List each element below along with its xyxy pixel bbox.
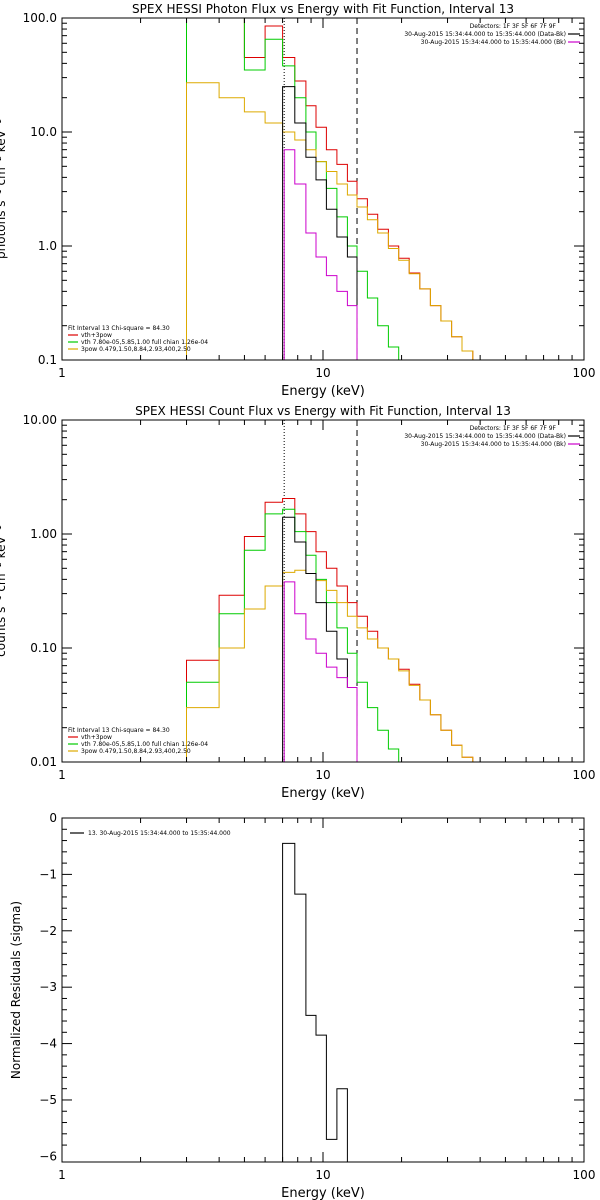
legend-item-text: vth+3pow [81, 734, 112, 741]
y-tick-label: 100.0 [23, 11, 57, 25]
chart-panel-2: SPEX HESSI Count Flux vs Energy with Fit… [0, 404, 595, 801]
x-tick-label: 1 [58, 1168, 66, 1182]
y-tick-label: −5 [39, 1093, 57, 1107]
y-tick-label: −3 [39, 980, 57, 994]
plot-frame [61, 17, 585, 361]
x-tick-label: 10 [315, 768, 330, 782]
series-line-5 [283, 149, 358, 360]
y-tick-label: −1 [39, 867, 57, 881]
chart-panel-3: 1 10 100 0 −1 −2 −3 −4 −5 −6 Energy (keV) Normalize… [9, 811, 595, 1200]
series-group [282, 842, 357, 1162]
x-tick-label: 100 [573, 366, 596, 380]
series-line-3 [186, 569, 484, 762]
y-tick-label: 10.00 [23, 413, 57, 427]
legend-item-text: 30-Aug-2015 15:34:44.000 to 15:35:44.000… [421, 39, 566, 46]
legend-fit-header: Fit Interval 13 Chi-square = 84.30 [68, 727, 170, 734]
series-line-1 [282, 842, 357, 1162]
legend-item-text: 13. 30-Aug-2015 15:34:44.000 to 15:35:44… [88, 830, 231, 837]
x-tick-label: 10 [315, 1168, 330, 1182]
series-group [186, 498, 484, 762]
x-tick-label: 10 [315, 366, 330, 380]
series-line-4 [282, 86, 358, 360]
series-group [186, 18, 474, 360]
x-axis-label: Energy (keV) [281, 1186, 365, 1200]
series-line-3 [186, 82, 474, 360]
x-axis-label: Energy (keV) [281, 384, 365, 399]
y-axis-label: counts s⁻¹ cm⁻² keV⁻¹ [0, 525, 8, 657]
y-axis-label: photons s⁻¹ cm⁻² keV⁻¹ [0, 119, 8, 259]
y-tick-label: 0.1 [38, 353, 57, 367]
y-tick-label: −6 [39, 1149, 57, 1163]
y-tick-label: 1.0 [38, 239, 57, 253]
y-tick-label: −2 [39, 924, 57, 938]
legend-detectors: Detectors: 1F 3F 5F 6F 7F 9F [470, 425, 557, 432]
legend-item-text: 30-Aug-2015 15:34:44.000 to 15:35:44.000… [421, 441, 566, 448]
chart-title: SPEX HESSI Count Flux vs Energy with Fit… [135, 404, 511, 418]
series-line-2 [186, 18, 410, 360]
y-tick-label: 1.00 [30, 527, 57, 541]
y-tick-label: −4 [39, 1037, 57, 1051]
series-line-4 [282, 516, 358, 762]
series-line-2 [186, 508, 410, 762]
legend-item-text: 30-Aug-2015 15:34:44.000 to 15:35:44.000… [404, 433, 566, 440]
legend-item-text: 3pow 0.479,1.50,8.84,2.93,400,2.50 [81, 346, 191, 353]
series-line-1 [186, 498, 474, 762]
legend-item-text: 3pow 0.479,1.50,8.84,2.93,400,2.50 [81, 748, 191, 755]
x-tick-label: 100 [573, 1168, 596, 1182]
series-line-5 [283, 581, 358, 762]
legend-item-text: vth 7.80e-05,5.85,1.00 full chian 1.26e-… [81, 741, 208, 748]
legend-item-text: vth+3pow [81, 332, 112, 339]
y-axis-label: Normalized Residuals (sigma) [9, 901, 23, 1079]
x-axis-label: Energy (keV) [281, 786, 365, 801]
x-tick-label: 1 [58, 366, 66, 380]
legend-item-text: 30-Aug-2015 15:34:44.000 to 15:35:44.000… [404, 31, 566, 38]
y-tick-label: 10.0 [30, 125, 57, 139]
plot-frame [61, 817, 585, 1163]
x-tick-label: 1 [58, 768, 66, 782]
legend-item-text: vth 7.80e-05,5.85,1.00 full chian 1.26e-… [81, 339, 208, 346]
legend-fit-header: Fit Interval 13 Chi-square = 84.30 [68, 325, 170, 332]
chart-title: SPEX HESSI Photon Flux vs Energy with Fi… [132, 2, 514, 16]
y-tick-label: 0 [49, 811, 57, 825]
chart-panel-1: SPEX HESSI Photon Flux vs Energy with Fi… [0, 2, 595, 399]
x-tick-label: 100 [573, 768, 596, 782]
series-line-1 [186, 18, 474, 360]
y-tick-label: 0.01 [30, 755, 57, 769]
legend-detectors: Detectors: 1F 3F 5F 6F 7F 9F [470, 23, 557, 30]
plot-frame [61, 419, 585, 763]
y-tick-label: 0.10 [30, 641, 57, 655]
